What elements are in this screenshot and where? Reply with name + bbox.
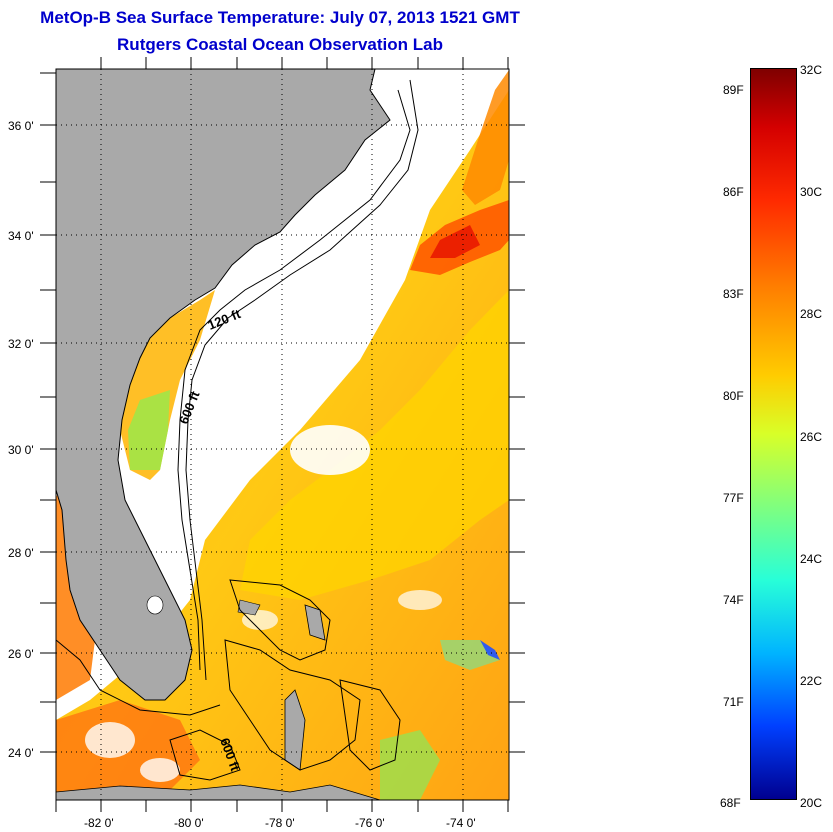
lon-label-82: -82 0' [84,816,114,830]
cb-label-28c: 28C [800,307,823,321]
lon-label-78: -78 0' [265,816,295,830]
graticule [56,69,509,800]
cb-label-83f: 83F [723,287,744,301]
lon-label-74: -74 0' [446,816,476,830]
lat-label-28: 28 0' [8,546,34,560]
cb-label-24c: 24C [800,552,823,566]
cb-label-22c: 22C [800,674,823,688]
lon-label-76: -76 0' [355,816,385,830]
cb-label-26c: 26C [800,430,823,444]
lat-label-30: 30 0' [8,443,34,457]
cb-label-89f: 89F [723,83,744,97]
us-southeast-landmass [56,69,391,701]
temperature-colorbar [750,68,797,800]
cb-label-20c: 20C [800,796,823,810]
cuba-landmass [56,784,381,800]
lat-label-34: 34 0' [8,229,34,243]
lon-label-80: -80 0' [174,816,204,830]
cb-label-86f: 86F [723,185,744,199]
lat-label-36: 36 0' [8,119,34,133]
cb-label-74f: 74F [723,593,744,607]
cb-label-71f: 71F [723,695,744,709]
cb-label-32c: 32C [800,63,823,77]
cb-label-80f: 80F [723,389,744,403]
map-title: MetOp-B Sea Surface Temperature: July 07… [40,8,520,27]
lat-label-26: 26 0' [8,647,34,661]
cb-label-77f: 77F [723,491,744,505]
sst-data-layer [56,70,509,800]
bathymetry-contours [56,79,419,781]
axis-ticks [40,57,525,812]
lat-label-24: 24 0' [8,746,34,760]
lat-label-32: 32 0' [8,337,34,351]
map-subtitle: Rutgers Coastal Ocean Observation Lab [117,35,443,54]
cb-label-30c: 30C [800,185,823,199]
cb-label-68f: 68F [720,796,741,810]
